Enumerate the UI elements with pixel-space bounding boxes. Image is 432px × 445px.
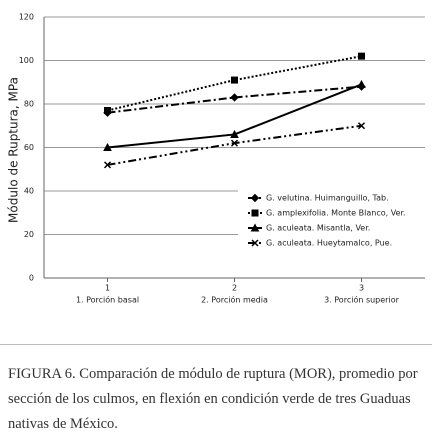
y-tick-label: 0 xyxy=(29,274,34,283)
y-tick-label: 20 xyxy=(24,230,34,239)
data-point xyxy=(358,52,365,60)
data-point xyxy=(103,142,112,151)
data-point xyxy=(230,129,239,138)
legend-label: G. aculeata. Hueytamalco, Pue. xyxy=(266,239,392,248)
data-point xyxy=(230,93,239,102)
separator xyxy=(0,344,432,345)
legend-marker xyxy=(250,193,260,203)
legend-box xyxy=(238,188,425,254)
y-tick-label: 100 xyxy=(19,56,34,65)
series-line xyxy=(107,55,362,112)
data-point xyxy=(104,107,111,115)
chart: Módulo de Ruptura, MPa 0 20 40 60 80 100 120 1 1… xyxy=(7,13,425,305)
legend-marker xyxy=(251,239,259,247)
y-tick-label: 120 xyxy=(19,13,34,22)
x-tick-label: 3 xyxy=(359,284,364,293)
y-tick-label: 60 xyxy=(24,143,34,152)
x-category-label: 2. Porción media xyxy=(201,295,268,305)
data-point xyxy=(231,76,238,84)
legend-label: G. velutina. Huimanguillo, Tab. xyxy=(266,194,389,203)
x-tick-label: 1 xyxy=(105,284,110,293)
caption: FIGURA 6. Comparación de módulo de ruptu… xyxy=(8,366,418,432)
legend-marker xyxy=(251,209,259,217)
x-tick-label: 2 xyxy=(232,284,237,293)
y-tick-label: 80 xyxy=(24,100,34,109)
series-line xyxy=(107,85,362,114)
data-point xyxy=(230,139,239,147)
legend-label: G. aculeata. Misantla, Ver. xyxy=(266,224,370,233)
data-point xyxy=(357,79,366,88)
data-point xyxy=(103,161,112,169)
x-category-label: 3. Porción superior xyxy=(324,295,399,305)
data-point xyxy=(357,122,366,130)
x-category-label: 1. Porción basal xyxy=(76,295,139,305)
y-axis-label: Módulo de Ruptura, MPa xyxy=(7,77,21,223)
legend-label: G. amplexifolia. Monte Blanco, Ver. xyxy=(266,209,406,218)
legend-marker xyxy=(250,223,260,232)
y-tick-label: 40 xyxy=(24,187,34,196)
